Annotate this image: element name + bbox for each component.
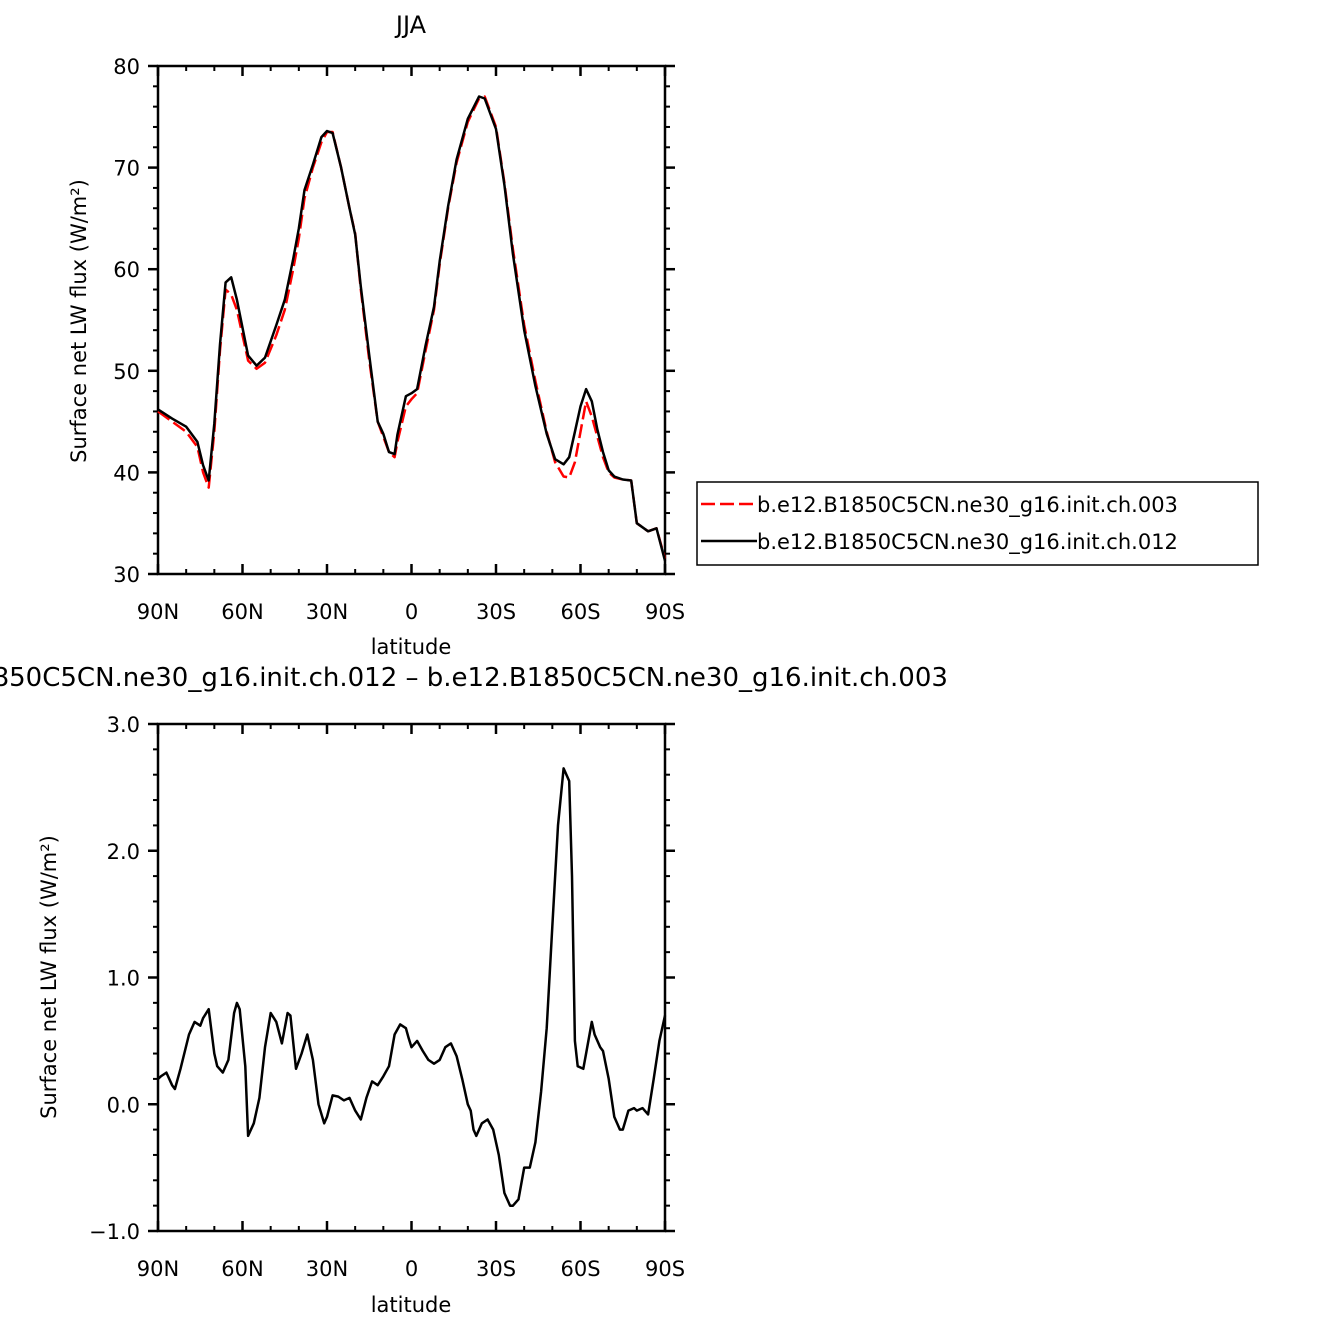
y-tick-label: 50 <box>113 360 140 384</box>
x-tick-label: 90S <box>645 600 685 624</box>
x-tick-label: 0 <box>405 600 418 624</box>
y-tick-label: −1.0 <box>89 1220 140 1244</box>
series-line-1 <box>157 95 667 560</box>
y-tick-label: 0.0 <box>107 1093 140 1117</box>
x-tick-label: 30N <box>306 600 348 624</box>
y-tick-label: 3.0 <box>107 713 140 737</box>
series-line-1 <box>157 767 667 1207</box>
top-plot-frame <box>156 64 667 576</box>
y-tick-label: 70 <box>113 157 140 181</box>
x-tick-label: 90S <box>645 1257 685 1281</box>
x-tick-label: 30S <box>476 1257 516 1281</box>
y-tick-label: 2.0 <box>107 840 140 864</box>
bottom-plot-frame <box>156 722 667 1233</box>
x-tick-label: 60N <box>221 600 263 624</box>
x-tick-label: 30S <box>476 600 516 624</box>
x-tick-label: 60S <box>560 1257 600 1281</box>
y-tick-label: 1.0 <box>107 967 140 991</box>
top-panel: JJA latitude Surface net LW flux (W/m²) … <box>67 11 685 659</box>
x-tick-label: 0 <box>405 1257 418 1281</box>
x-tick-label: 90N <box>137 1257 179 1281</box>
top-axis-ticks: 90N 60N 30N 0 30S 60S 90S 30 40 50 60 70 80 <box>113 55 685 624</box>
bottom-series-group <box>157 767 667 1207</box>
y-tick-label: 60 <box>113 258 140 282</box>
legend-label-series-1: b.e12.B1850C5CN.ne30_g16.init.ch.003 <box>757 493 1178 518</box>
x-tick-label: 60N <box>221 1257 263 1281</box>
bottom-chart-title: b.e12.B1850C5CN.ne30_g16.init.ch.012 – b… <box>0 663 948 693</box>
x-tick-label: 30N <box>306 1257 348 1281</box>
top-x-axis-label: latitude <box>371 635 452 659</box>
x-tick-label: 90N <box>137 600 179 624</box>
y-tick-label: 30 <box>113 563 140 587</box>
legend-box <box>696 481 1259 566</box>
x-tick-label: 60S <box>560 600 600 624</box>
legend: b.e12.B1850C5CN.ne30_g16.init.ch.003 b.e… <box>696 481 1259 566</box>
top-series-group <box>157 95 667 562</box>
bottom-panel: b.e12.B1850C5CN.ne30_g16.init.ch.012 – b… <box>0 663 948 1317</box>
top-y-axis-label: Surface net LW flux (W/m²) <box>67 179 91 463</box>
y-tick-label: 40 <box>113 461 140 485</box>
series-line-2 <box>157 95 667 562</box>
bottom-y-axis-label: Surface net LW flux (W/m²) <box>37 835 61 1119</box>
legend-label-series-2: b.e12.B1850C5CN.ne30_g16.init.ch.012 <box>757 530 1178 555</box>
bottom-axis-ticks: 90N 60N 30N 0 30S 60S 90S −1.0 0.0 1.0 2.0 3.0 <box>89 713 685 1281</box>
bottom-x-axis-label: latitude <box>371 1293 452 1317</box>
top-chart-title: JJA <box>394 11 427 39</box>
y-tick-label: 80 <box>113 55 140 79</box>
